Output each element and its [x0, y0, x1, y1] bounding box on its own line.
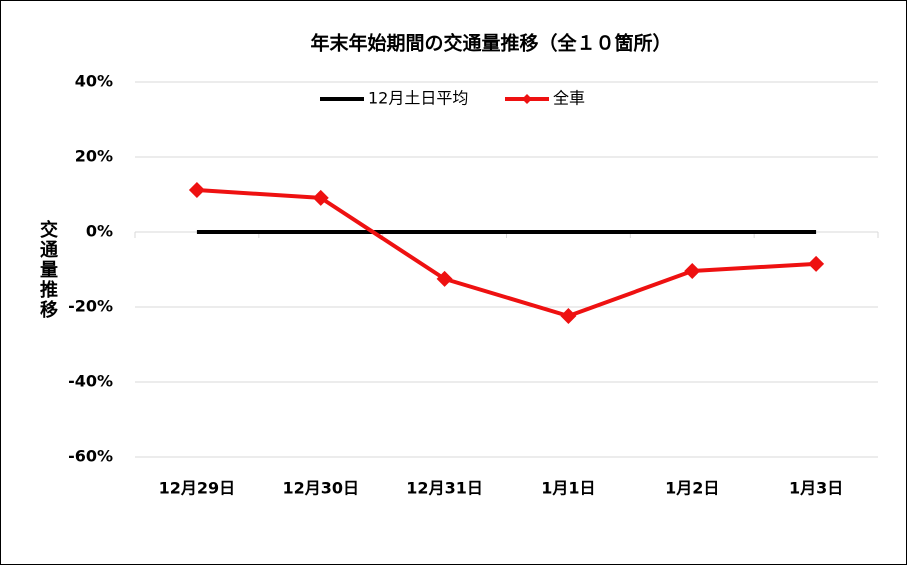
x-tick-label: 12月31日: [406, 479, 483, 498]
y-axis-label: 交通量推移: [37, 219, 58, 320]
legend-marker: [522, 94, 532, 104]
y-tick-label: 20%: [75, 147, 113, 166]
y-tick-label: -20%: [68, 297, 113, 316]
data-point: [560, 308, 577, 324]
data-point: [684, 263, 701, 279]
chart-title: 年末年始期間の交通量推移（全１０箇所）: [310, 32, 671, 55]
data-point: [188, 182, 205, 198]
legend-label: 全車: [553, 89, 585, 108]
x-tick-label: 12月29日: [159, 479, 236, 498]
y-tick-label: 40%: [75, 72, 113, 91]
data-point: [808, 255, 825, 272]
y-tick-label: -40%: [68, 372, 113, 391]
data-point: [436, 270, 453, 287]
x-tick-label: 1月1日: [541, 479, 595, 498]
x-tick-label: 1月3日: [789, 479, 843, 498]
y-tick-label: 0%: [86, 222, 113, 241]
data-point: [312, 189, 329, 206]
series-line: [196, 188, 817, 318]
y-tick-label: -60%: [68, 447, 113, 466]
x-tick-label: 1月2日: [665, 479, 719, 498]
x-tick-label: 12月30日: [282, 479, 359, 498]
legend-label: 12月土日平均: [368, 89, 468, 108]
